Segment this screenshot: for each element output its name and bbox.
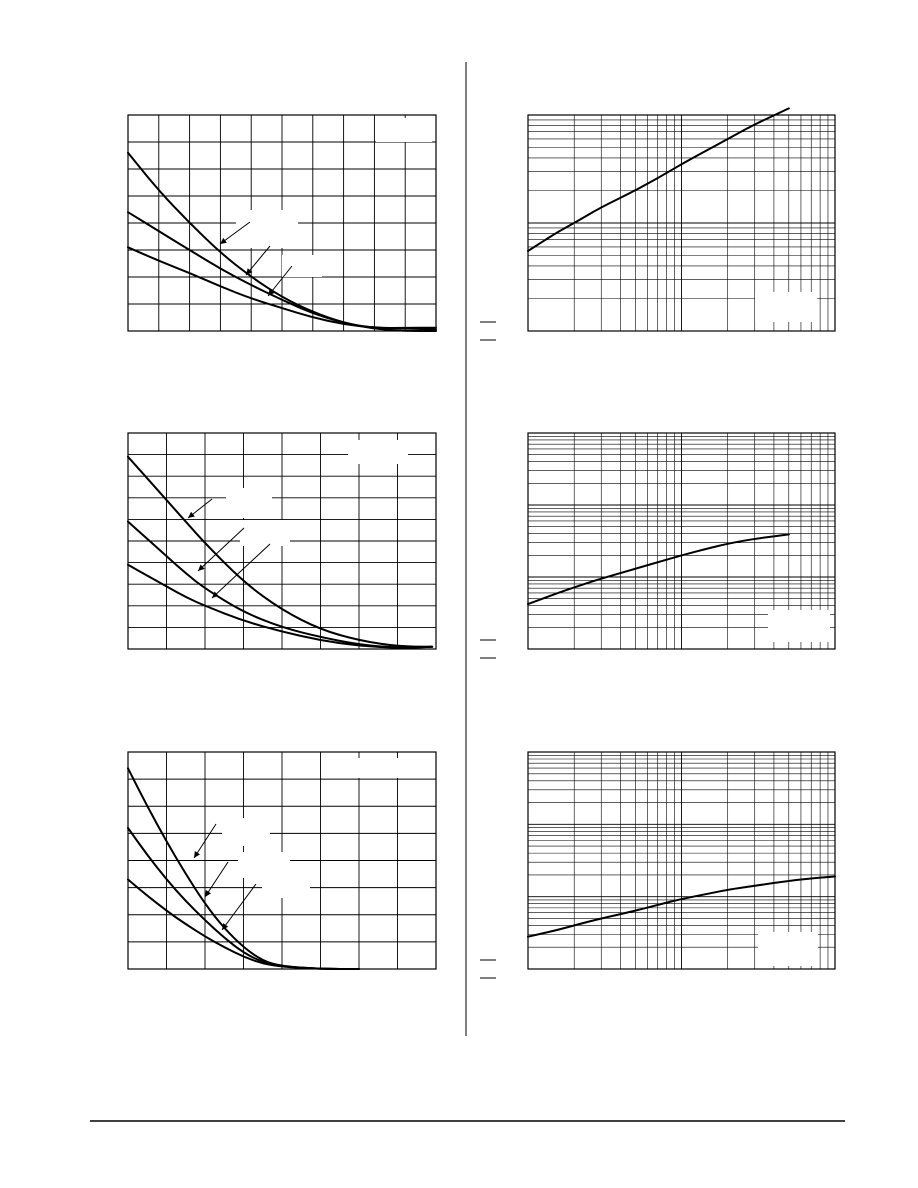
arrow-head (222, 923, 229, 930)
plot-frame (127, 432, 437, 650)
chart-bottom-left (127, 751, 437, 970)
pointer-arrow (204, 861, 229, 898)
label-patch (222, 818, 270, 846)
arrow-head (212, 591, 219, 598)
label-patch (358, 758, 408, 778)
label-patch (236, 210, 298, 248)
plot-frame (527, 114, 836, 332)
plot-frame (127, 114, 437, 332)
pointer-arrow (221, 883, 257, 931)
pointer-arrow (193, 823, 217, 859)
series-line-1 (527, 533, 790, 606)
arrow-head (268, 289, 275, 296)
label-patch (758, 932, 818, 966)
chart-top-right (480, 107, 836, 341)
plot-frame (527, 751, 836, 970)
series-line-1 (527, 875, 836, 938)
label-patch (755, 292, 817, 322)
series-line-1 (127, 455, 434, 648)
pointer-arrow (211, 543, 271, 599)
label-patch (282, 255, 322, 277)
series-line-3 (127, 246, 437, 331)
label-patch (238, 852, 290, 878)
series-line-3 (127, 563, 434, 649)
arrow-head (198, 564, 205, 571)
arrow-head (220, 237, 227, 244)
pointer-arrow (267, 265, 293, 297)
arrow-head (194, 851, 200, 858)
series-line-2 (127, 520, 434, 649)
chart-bottom-right (480, 751, 836, 979)
label-patch (768, 610, 830, 642)
arrow-head (205, 890, 212, 897)
label-patch (262, 876, 310, 898)
label-patch (376, 118, 432, 142)
series-line-3 (127, 878, 360, 970)
series-line-1 (527, 107, 790, 252)
plot-frame (127, 751, 437, 970)
pointer-arrow (197, 527, 245, 572)
plot-frame (527, 432, 836, 650)
arrow-head (246, 268, 253, 275)
chart-middle-right (480, 432, 836, 659)
label-patch (348, 440, 408, 464)
chart-middle-left (127, 432, 437, 650)
chart-top-left (127, 114, 437, 332)
label-patch (226, 488, 272, 518)
label-patch (240, 520, 290, 546)
arrow-head (188, 511, 195, 518)
